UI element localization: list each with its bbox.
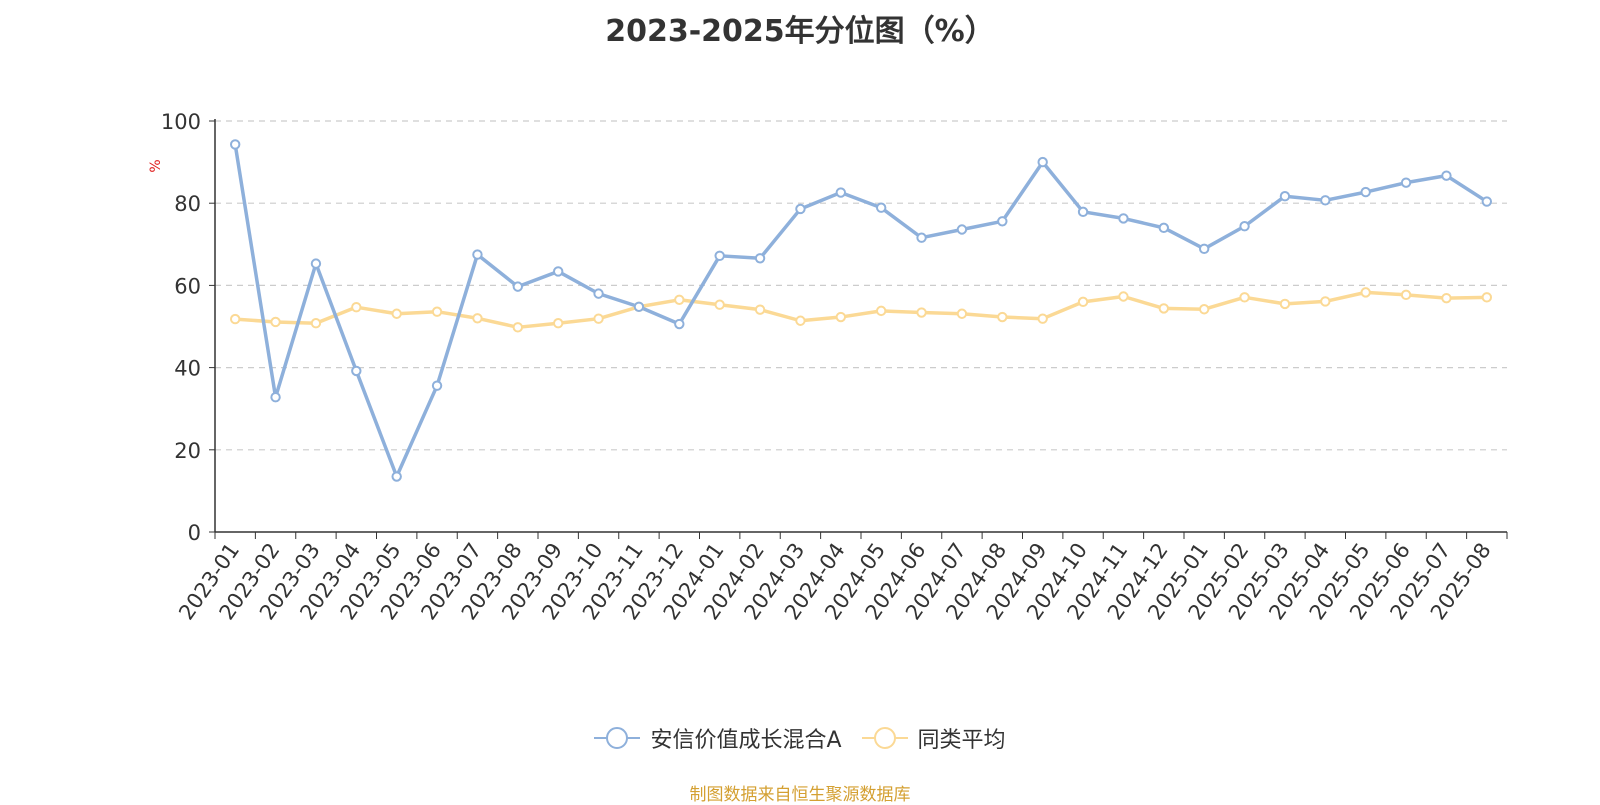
data-point-series-2 xyxy=(431,306,443,317)
data-point-series-2 xyxy=(593,313,604,324)
data-point-series-2 xyxy=(512,322,524,333)
data-point-series-1 xyxy=(835,187,847,198)
source-note: 制图数据来自恒生聚源数据库 xyxy=(689,785,911,805)
data-point-series-2 xyxy=(875,305,887,317)
data-point-series-2 xyxy=(754,304,766,315)
data-point-series-1 xyxy=(754,253,766,264)
data-point-series-1 xyxy=(1239,221,1250,232)
data-point-series-2 xyxy=(997,311,1008,323)
y-tick-label: 0 xyxy=(188,521,201,545)
data-point-series-2 xyxy=(916,307,927,318)
data-point-series-1 xyxy=(1320,195,1331,206)
data-point-series-2 xyxy=(1037,313,1048,324)
chart-legend: 安信价值成长混合A 同类平均 xyxy=(0,722,1600,754)
data-point-series-1 xyxy=(1279,191,1291,202)
data-point-series-2 xyxy=(351,301,362,313)
y-tick-label: 80 xyxy=(174,192,201,216)
data-point-series-2 xyxy=(1198,304,1210,315)
data-point-series-1 xyxy=(997,216,1008,227)
data-point-series-2 xyxy=(1077,296,1089,308)
data-point-series-1 xyxy=(1077,206,1089,218)
data-point-series-2 xyxy=(1158,303,1170,314)
data-point-series-1 xyxy=(916,232,927,243)
data-point-series-1 xyxy=(391,471,402,482)
series-line-1 xyxy=(233,144,1488,479)
data-point-series-2 xyxy=(472,313,483,324)
series-line-2 xyxy=(235,290,1487,330)
data-point-series-1 xyxy=(472,249,483,260)
data-point-series-1 xyxy=(351,365,362,377)
data-point-series-1 xyxy=(956,224,968,235)
data-point-series-1 xyxy=(795,203,806,215)
data-point-series-2 xyxy=(1320,296,1331,307)
data-point-series-1 xyxy=(431,380,443,391)
data-point-series-2 xyxy=(674,294,685,305)
data-point-series-2 xyxy=(795,315,806,326)
data-point-series-2 xyxy=(1481,292,1493,303)
data-point-series-2 xyxy=(956,308,968,319)
data-point-series-2 xyxy=(1400,289,1412,301)
legend-item-series-2[interactable]: 同类平均 xyxy=(861,722,1006,754)
chart-title: 2023-2025年分位图（%） xyxy=(605,14,995,49)
y-tick-label: 60 xyxy=(174,274,201,298)
data-point-series-1 xyxy=(714,250,725,262)
data-point-series-1 xyxy=(1037,156,1048,168)
y-axis-label: % xyxy=(148,159,164,172)
legend-marker-icon xyxy=(861,727,908,749)
data-point-series-2 xyxy=(835,311,847,323)
data-point-series-2 xyxy=(229,313,241,325)
data-point-series-1 xyxy=(270,391,281,403)
y-tick-label: 100 xyxy=(161,110,201,134)
data-point-series-1 xyxy=(1400,177,1412,188)
data-point-series-1 xyxy=(633,301,645,312)
data-point-series-1 xyxy=(512,281,524,292)
data-point-series-2 xyxy=(270,316,281,328)
data-point-series-1 xyxy=(674,318,685,330)
data-point-series-1 xyxy=(593,288,604,299)
data-point-series-1 xyxy=(552,266,564,277)
data-point-series-2 xyxy=(714,299,725,310)
data-point-series-1 xyxy=(1441,170,1452,181)
y-tick-label: 20 xyxy=(174,439,201,463)
data-point-series-1 xyxy=(1118,213,1129,224)
data-point-series-1 xyxy=(1360,186,1371,198)
legend-label: 同类平均 xyxy=(917,728,1006,753)
y-tick-label: 40 xyxy=(174,357,201,381)
data-point-series-2 xyxy=(310,318,322,329)
data-point-series-2 xyxy=(1279,298,1291,310)
data-point-series-1 xyxy=(1481,196,1493,207)
data-point-series-1 xyxy=(875,202,887,213)
data-point-series-2 xyxy=(1441,292,1452,304)
data-point-series-2 xyxy=(552,318,564,329)
data-point-series-1 xyxy=(229,139,241,150)
data-point-series-2 xyxy=(1118,291,1129,302)
data-point-series-2 xyxy=(1360,287,1371,298)
legend-marker-icon xyxy=(594,727,641,749)
legend-label: 安信价值成长混合A xyxy=(650,728,842,753)
data-point-series-1 xyxy=(1198,243,1210,255)
data-point-series-1 xyxy=(310,258,322,269)
data-point-series-1 xyxy=(1158,222,1170,234)
data-point-series-2 xyxy=(391,308,402,319)
legend-item-series-1[interactable]: 安信价值成长混合A xyxy=(594,722,842,754)
data-point-series-2 xyxy=(1239,292,1250,303)
